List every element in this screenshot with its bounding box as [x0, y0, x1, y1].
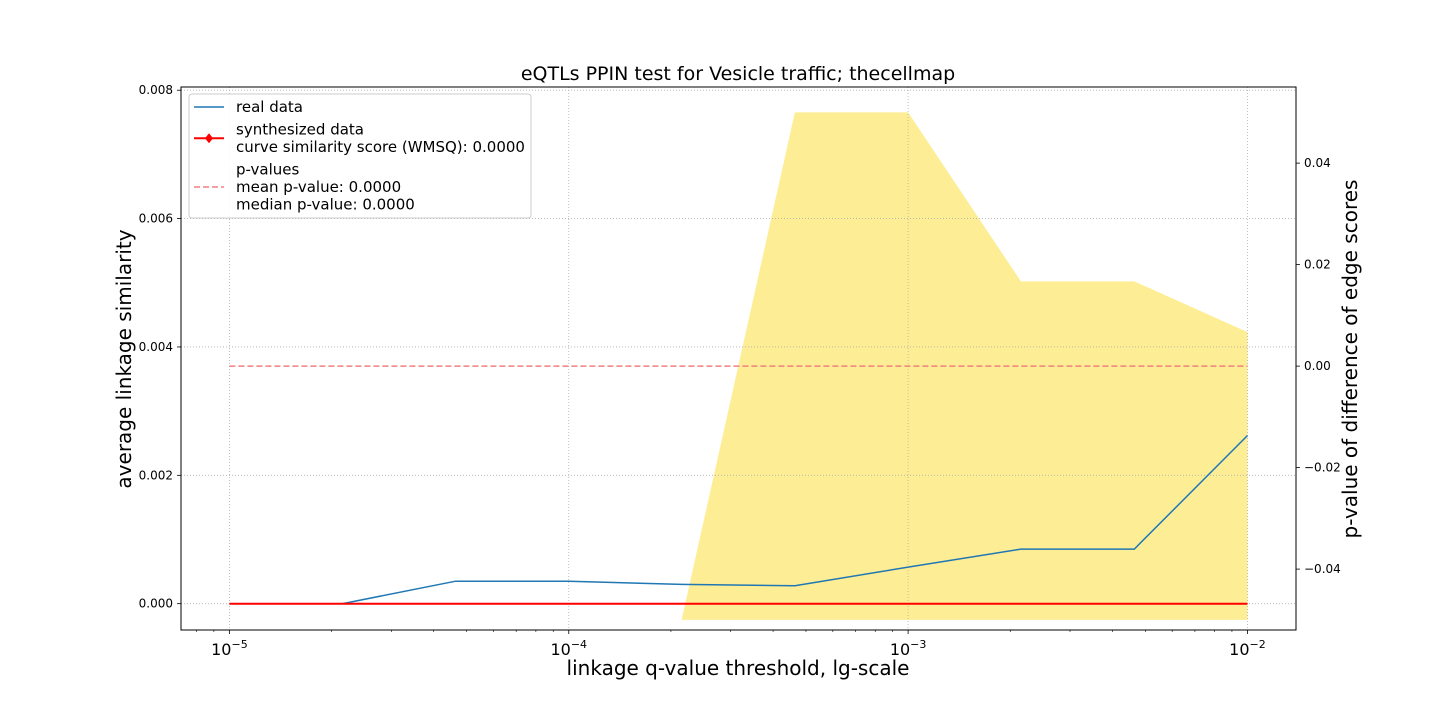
legend-text: median p-value: 0.0000 [236, 196, 415, 214]
fill-layer [681, 112, 1248, 620]
x-tick-label: 10−4 [550, 638, 587, 659]
x-tick-exponent: −3 [910, 638, 926, 651]
y2-tick-label: 0.00 [1304, 359, 1331, 373]
legend-marker-diamond [205, 133, 213, 144]
x-tick-label: 10−3 [890, 638, 927, 659]
y-axis-title: average linkage similarity [112, 229, 136, 488]
axis-layer: 10−5 10−4 10−3 10−20.0000.0020.0040.0060.00… [139, 83, 1341, 659]
y-tick-label: 0.008 [139, 83, 173, 97]
y-tick-label: 0.006 [139, 212, 173, 226]
x-tick-exponent: −2 [1250, 638, 1266, 651]
y-tick-label: 0.004 [139, 340, 173, 354]
x-tick-exponent: −5 [231, 638, 247, 651]
y2-tick-label: −0.04 [1304, 562, 1341, 576]
chart-title: eQTLs PPIN test for Vesicle traffic; the… [521, 63, 955, 85]
x-tick-label: 10−2 [1229, 638, 1266, 659]
legend-text: mean p-value: 0.0000 [236, 178, 401, 196]
legend-text: p-values [236, 161, 300, 179]
legend-text: synthesized data [236, 121, 364, 139]
x-tick-base: 10 [890, 640, 910, 659]
y2-tick-label: −0.02 [1304, 461, 1341, 475]
y-tick-label: 0.002 [139, 468, 173, 482]
plot-frame [180, 86, 1297, 631]
x-tick-base: 10 [211, 640, 231, 659]
x-axis-title: linkage q-value threshold, lg-scale [567, 656, 910, 680]
legend-box [188, 93, 532, 219]
legend-text: curve similarity score (WMSQ): 0.0000 [236, 138, 525, 156]
series-line-0 [229, 434, 1249, 605]
y2-tick-label: 0.02 [1304, 258, 1331, 272]
x-tick-base: 10 [1229, 640, 1249, 659]
pvalue-fill-area [681, 112, 1248, 620]
y-tick-label: 0.000 [139, 597, 173, 611]
legend-text: real data [236, 98, 303, 116]
series-layer [229, 365, 1249, 605]
y2-tick-label: 0.04 [1304, 156, 1331, 170]
x-tick-exponent: −4 [571, 638, 587, 651]
x-tick-label: 10−5 [211, 638, 248, 659]
x-tick-base: 10 [550, 640, 570, 659]
y2-axis-title: p-value of difference of edge scores [1338, 180, 1362, 539]
